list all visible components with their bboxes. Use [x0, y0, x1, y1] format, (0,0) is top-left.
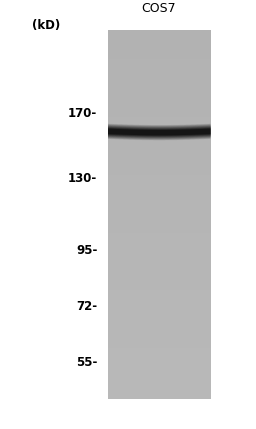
Text: 130-: 130-: [68, 172, 97, 184]
Text: 170-: 170-: [68, 107, 97, 120]
Text: 55-: 55-: [76, 356, 97, 369]
Text: 95-: 95-: [76, 245, 97, 257]
Text: 72-: 72-: [76, 300, 97, 313]
Text: (kD): (kD): [32, 19, 60, 32]
Text: COS7: COS7: [141, 2, 176, 15]
